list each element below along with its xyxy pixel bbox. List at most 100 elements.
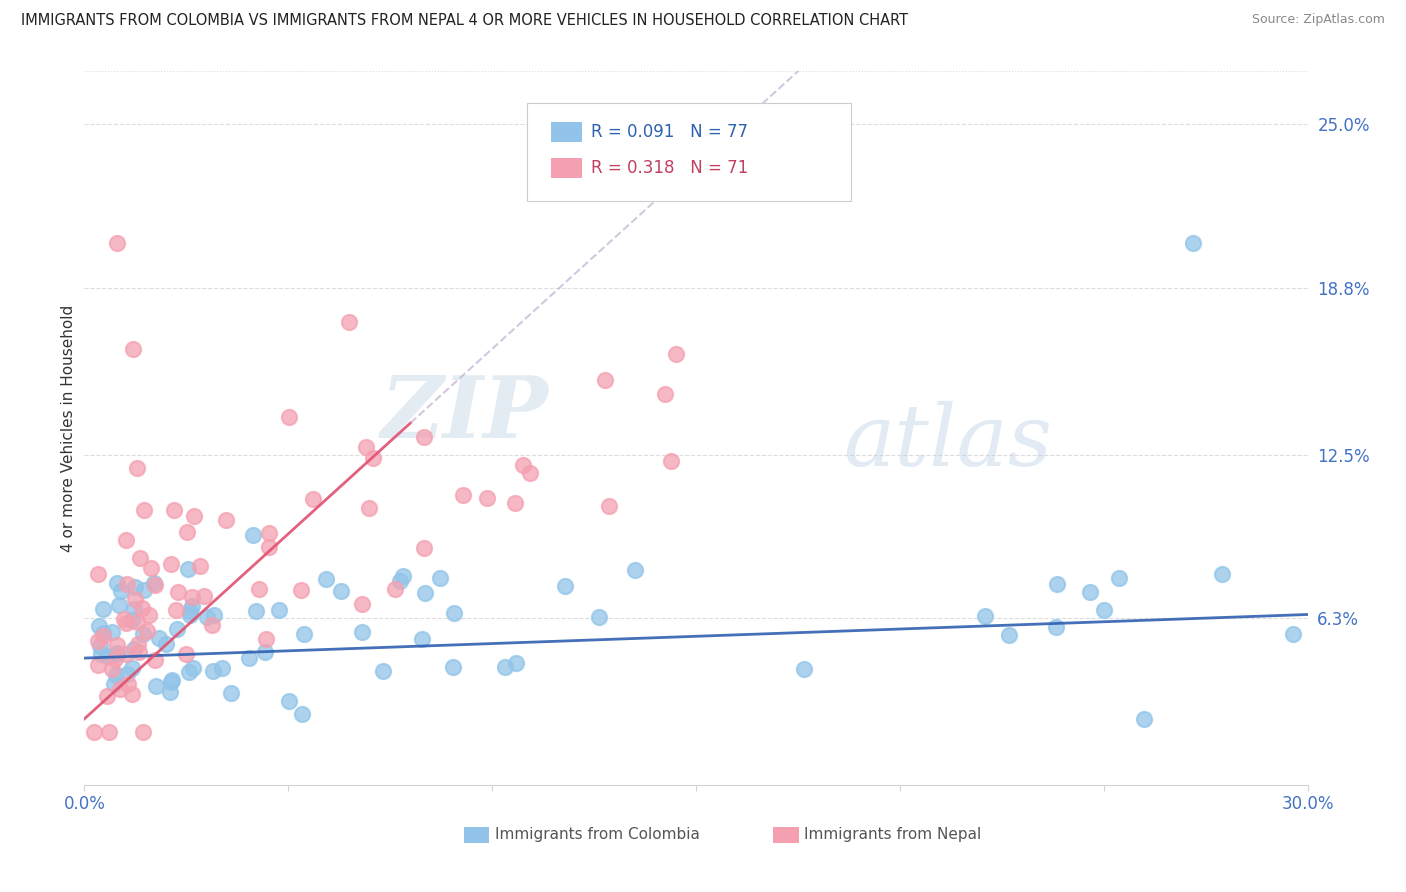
Point: [134, 582, 156, 597]
Text: R = 0.318   N = 71: R = 0.318 N = 71: [591, 159, 748, 177]
Point: [247, 582, 270, 596]
Point: [121, 661, 143, 675]
Point: [145, 679, 167, 693]
Point: [160, 557, 183, 571]
Point: [519, 466, 541, 480]
Point: [1094, 603, 1116, 617]
Point: [1182, 236, 1205, 251]
Point: [86, 633, 108, 648]
Point: [257, 541, 280, 555]
Point: [350, 625, 373, 640]
Text: Source: ZipAtlas.com: Source: ZipAtlas.com: [1251, 13, 1385, 27]
Point: [477, 491, 499, 505]
Point: [163, 503, 186, 517]
Point: [242, 527, 264, 541]
Point: [124, 580, 146, 594]
Point: [413, 430, 436, 444]
Point: [90, 647, 112, 661]
Point: [654, 387, 676, 401]
Point: [278, 409, 301, 424]
Point: [411, 632, 433, 646]
Point: [215, 513, 238, 527]
Point: [973, 609, 995, 624]
Point: [388, 574, 411, 588]
Point: [219, 686, 242, 700]
Point: [131, 600, 153, 615]
Point: [291, 707, 314, 722]
Point: [180, 591, 202, 605]
Point: [315, 572, 337, 586]
Point: [138, 608, 160, 623]
Point: [122, 342, 145, 356]
Point: [165, 603, 187, 617]
Point: [350, 597, 373, 611]
Point: [96, 689, 118, 703]
Point: [121, 614, 143, 628]
Point: [108, 681, 131, 696]
Point: [176, 525, 198, 540]
Point: [202, 608, 225, 623]
Point: [793, 662, 815, 676]
Point: [201, 617, 224, 632]
Point: [1133, 712, 1156, 726]
Point: [238, 651, 260, 665]
Point: [115, 533, 138, 548]
Point: [104, 652, 127, 666]
Point: [91, 626, 114, 640]
Point: [91, 630, 114, 644]
Point: [107, 638, 129, 652]
Point: [253, 645, 276, 659]
Point: [122, 602, 145, 616]
Point: [121, 687, 143, 701]
Point: [89, 639, 111, 653]
Point: [87, 657, 110, 672]
Point: [114, 612, 136, 626]
Point: [122, 641, 145, 656]
Point: [179, 604, 201, 618]
Point: [301, 492, 323, 507]
Point: [100, 662, 122, 676]
Point: [415, 586, 437, 600]
Point: [443, 606, 465, 620]
Point: [132, 725, 155, 739]
Point: [129, 550, 152, 565]
Point: [183, 508, 205, 523]
Point: [162, 673, 184, 687]
Text: Immigrants from Colombia: Immigrants from Colombia: [495, 828, 700, 842]
Point: [1108, 571, 1130, 585]
Text: R = 0.091   N = 77: R = 0.091 N = 77: [591, 123, 748, 141]
Point: [115, 647, 138, 661]
Point: [132, 503, 155, 517]
Point: [148, 632, 170, 646]
Point: [277, 693, 299, 707]
Point: [245, 604, 267, 618]
Point: [125, 615, 148, 629]
Point: [128, 645, 150, 659]
Text: atlas: atlas: [842, 401, 1052, 483]
Point: [339, 315, 361, 329]
Point: [115, 577, 138, 591]
Point: [179, 607, 201, 622]
Point: [155, 637, 177, 651]
Point: [104, 668, 127, 682]
Point: [453, 488, 475, 502]
Point: [665, 347, 688, 361]
Point: [143, 575, 166, 590]
Point: [181, 660, 204, 674]
Point: [143, 578, 166, 592]
Point: [166, 585, 188, 599]
Point: [257, 526, 280, 541]
Point: [384, 582, 406, 596]
Point: [201, 664, 224, 678]
Point: [87, 619, 110, 633]
Point: [659, 454, 682, 468]
Point: [110, 584, 132, 599]
Point: [554, 579, 576, 593]
Point: [160, 675, 183, 690]
Point: [211, 661, 233, 675]
Point: [503, 495, 526, 509]
Point: [179, 665, 201, 679]
Point: [166, 622, 188, 636]
Point: [290, 582, 312, 597]
Point: [354, 440, 377, 454]
